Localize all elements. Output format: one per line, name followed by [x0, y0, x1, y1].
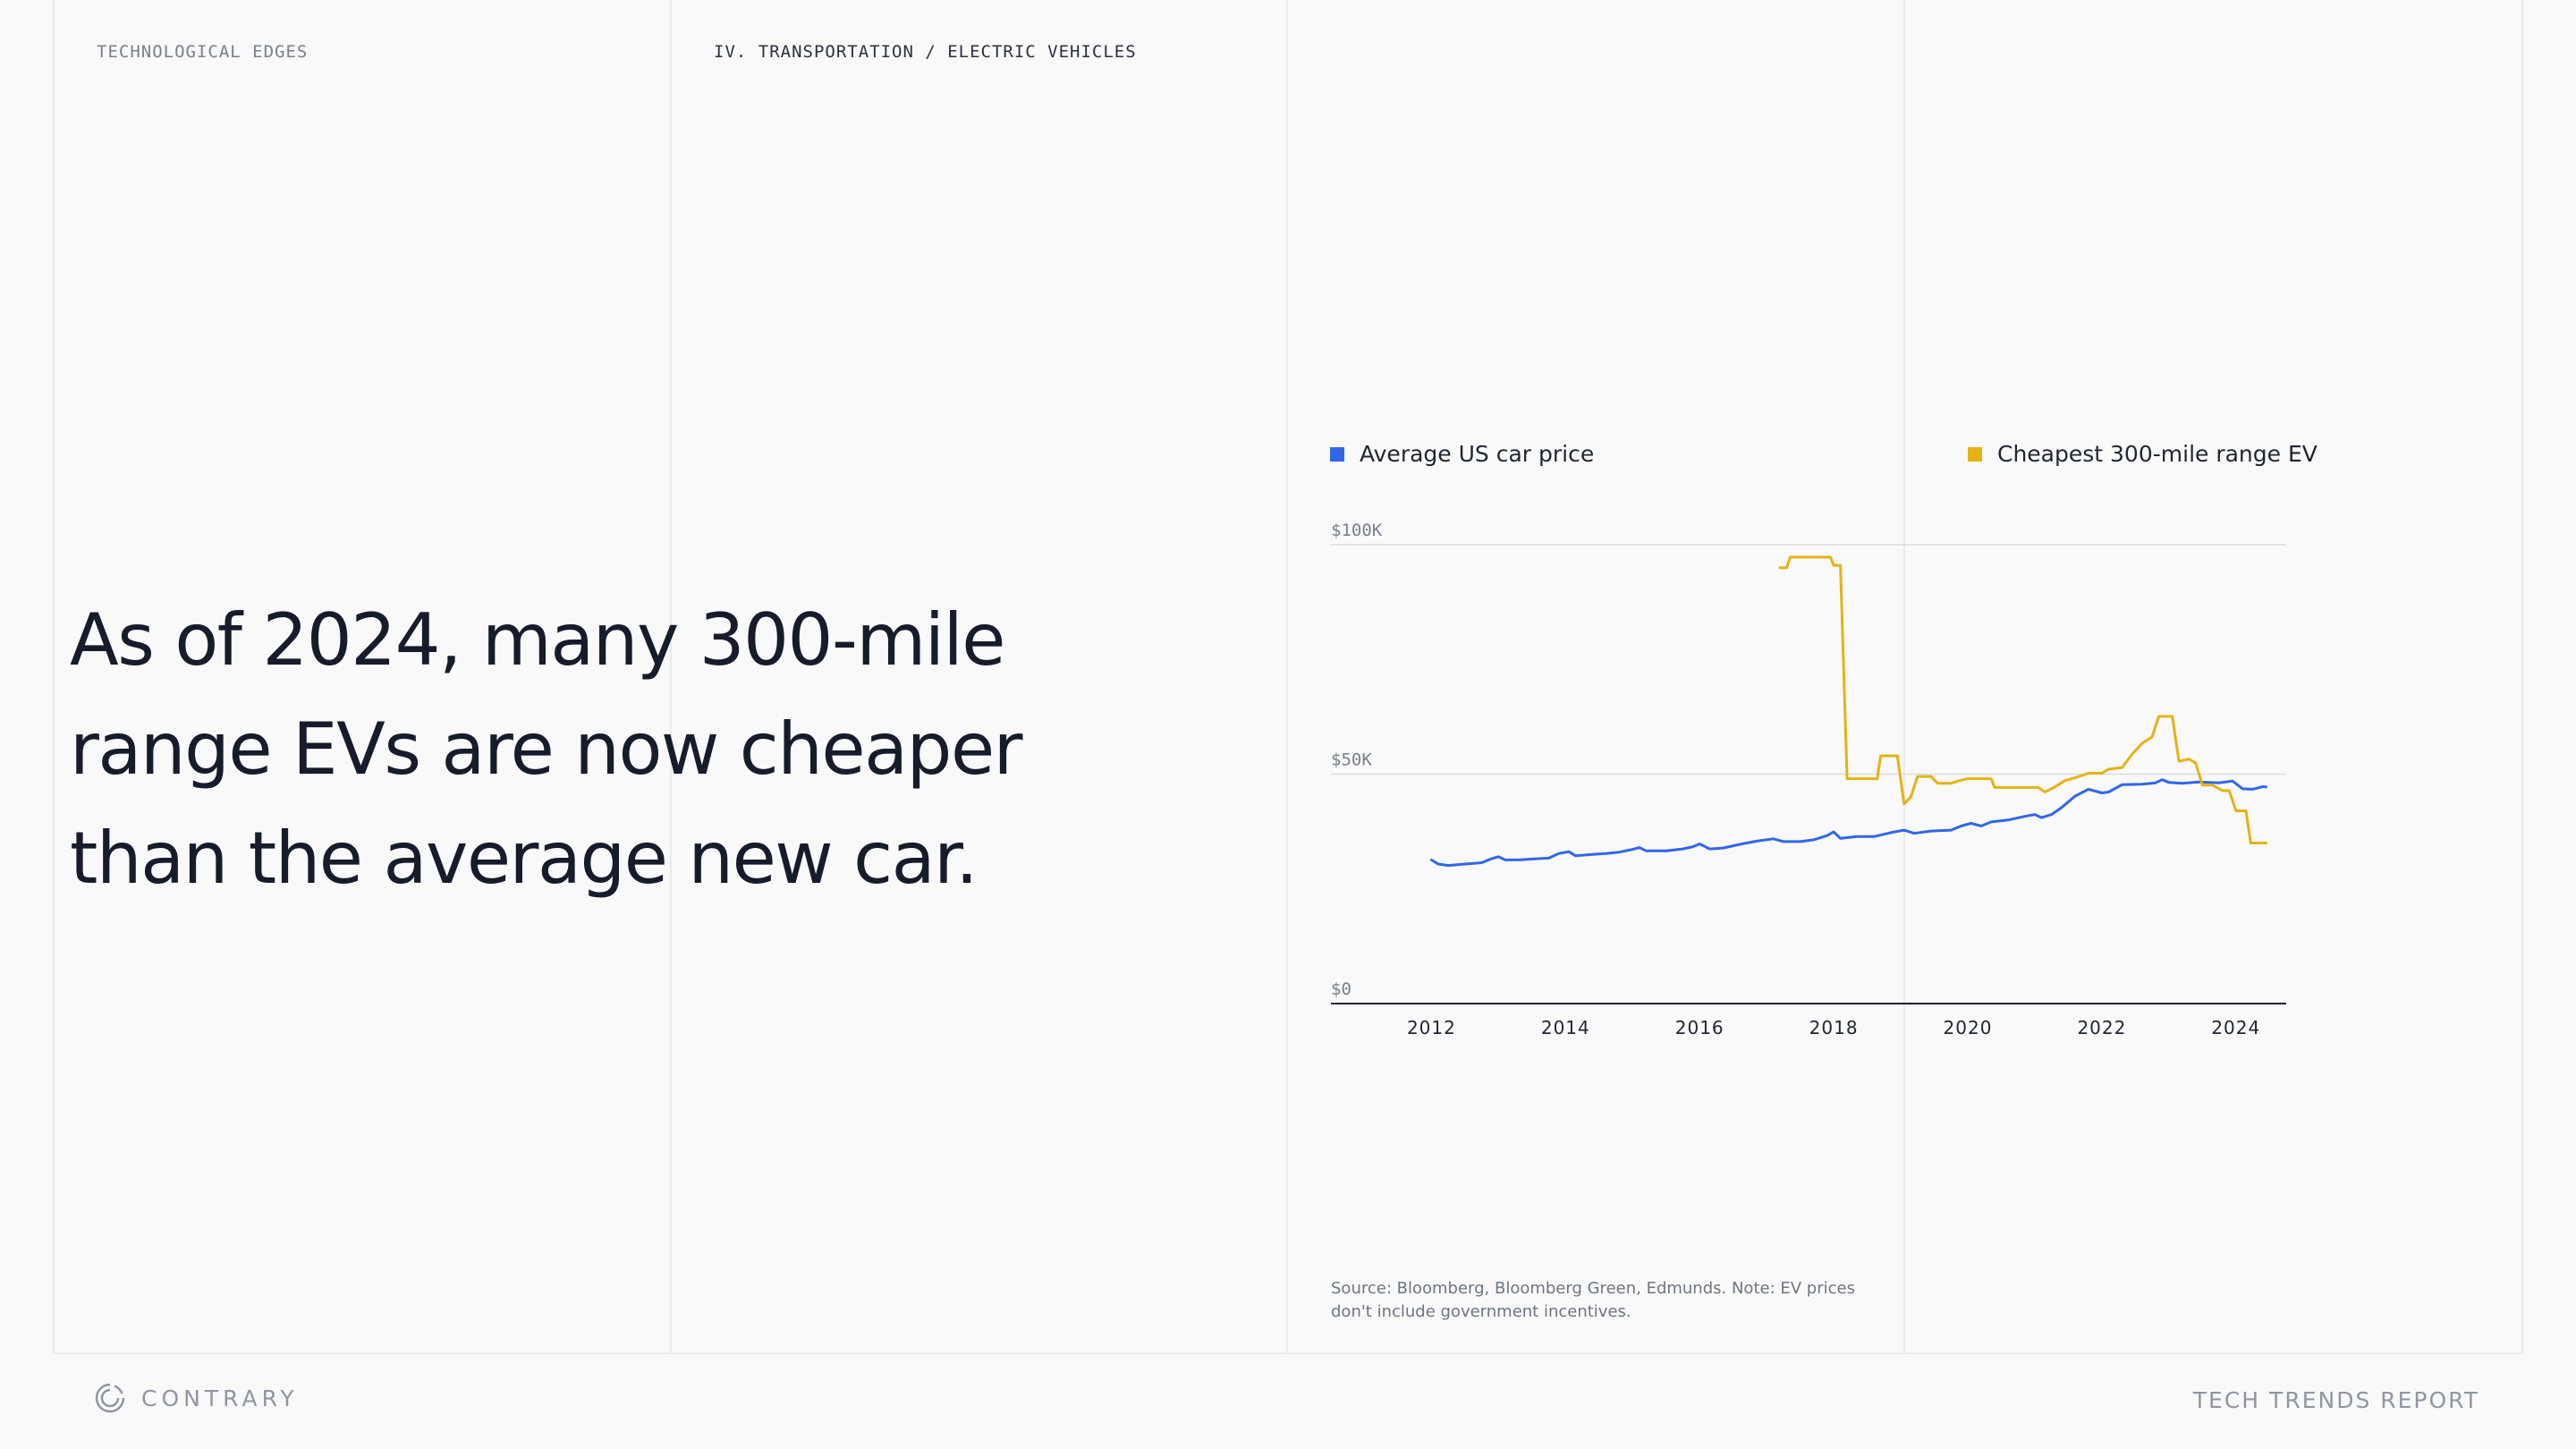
- x-tick-label: 2012: [1407, 1017, 1456, 1038]
- y-tick-label: $0: [1331, 979, 1352, 999]
- x-tick-label: 2020: [1944, 1017, 1993, 1038]
- brand-logo: CONTRARY: [95, 1383, 299, 1413]
- section-label-right: IV. TRANSPORTATION / ELECTRIC VEHICLES: [714, 42, 1137, 62]
- frame-line-col4: [1903, 0, 1905, 1353]
- legend-label-cheapest-ev: Cheapest 300-mile range EV: [1997, 441, 2318, 467]
- legend-swatch-yellow: [1968, 446, 1982, 462]
- frame-line-right: [2521, 0, 2523, 1353]
- x-tick-label: 2024: [2211, 1017, 2260, 1038]
- report-title: TECH TRENDS REPORT: [2192, 1387, 2479, 1413]
- series-line-average-car-price: [1429, 778, 2267, 868]
- legend-item-average-car-price: Average US car price: [1330, 441, 1594, 467]
- legend-label-average-car-price: Average US car price: [1360, 441, 1595, 467]
- frame-line-col3: [1286, 0, 1288, 1353]
- legend-swatch-blue: [1330, 446, 1344, 462]
- headline: As of 2024, many 300-mile range EVs are …: [70, 598, 1023, 900]
- x-tick-label: 2016: [1675, 1017, 1724, 1038]
- footer-divider: [53, 1352, 2523, 1354]
- section-label-left: TECHNOLOGICAL EDGES: [97, 42, 309, 62]
- brand-name: CONTRARY: [141, 1385, 299, 1411]
- x-tick-label: 2014: [1541, 1017, 1590, 1038]
- y-tick-label: $100K: [1331, 521, 1383, 540]
- source-note: Source: Bloomberg, Bloomberg Green, Edmu…: [1331, 1279, 1855, 1321]
- x-tick-label: 2022: [2077, 1017, 2126, 1038]
- frame-line-left: [53, 0, 55, 1353]
- legend-item-cheapest-ev: Cheapest 300-mile range EV: [1968, 441, 2318, 467]
- y-tick-label: $50K: [1331, 750, 1372, 770]
- frame-line-col2: [670, 0, 672, 1353]
- series-line-cheapest-ev: [1778, 555, 2267, 844]
- x-tick-label: 2018: [1809, 1017, 1859, 1038]
- contrary-logo-icon: [95, 1383, 125, 1413]
